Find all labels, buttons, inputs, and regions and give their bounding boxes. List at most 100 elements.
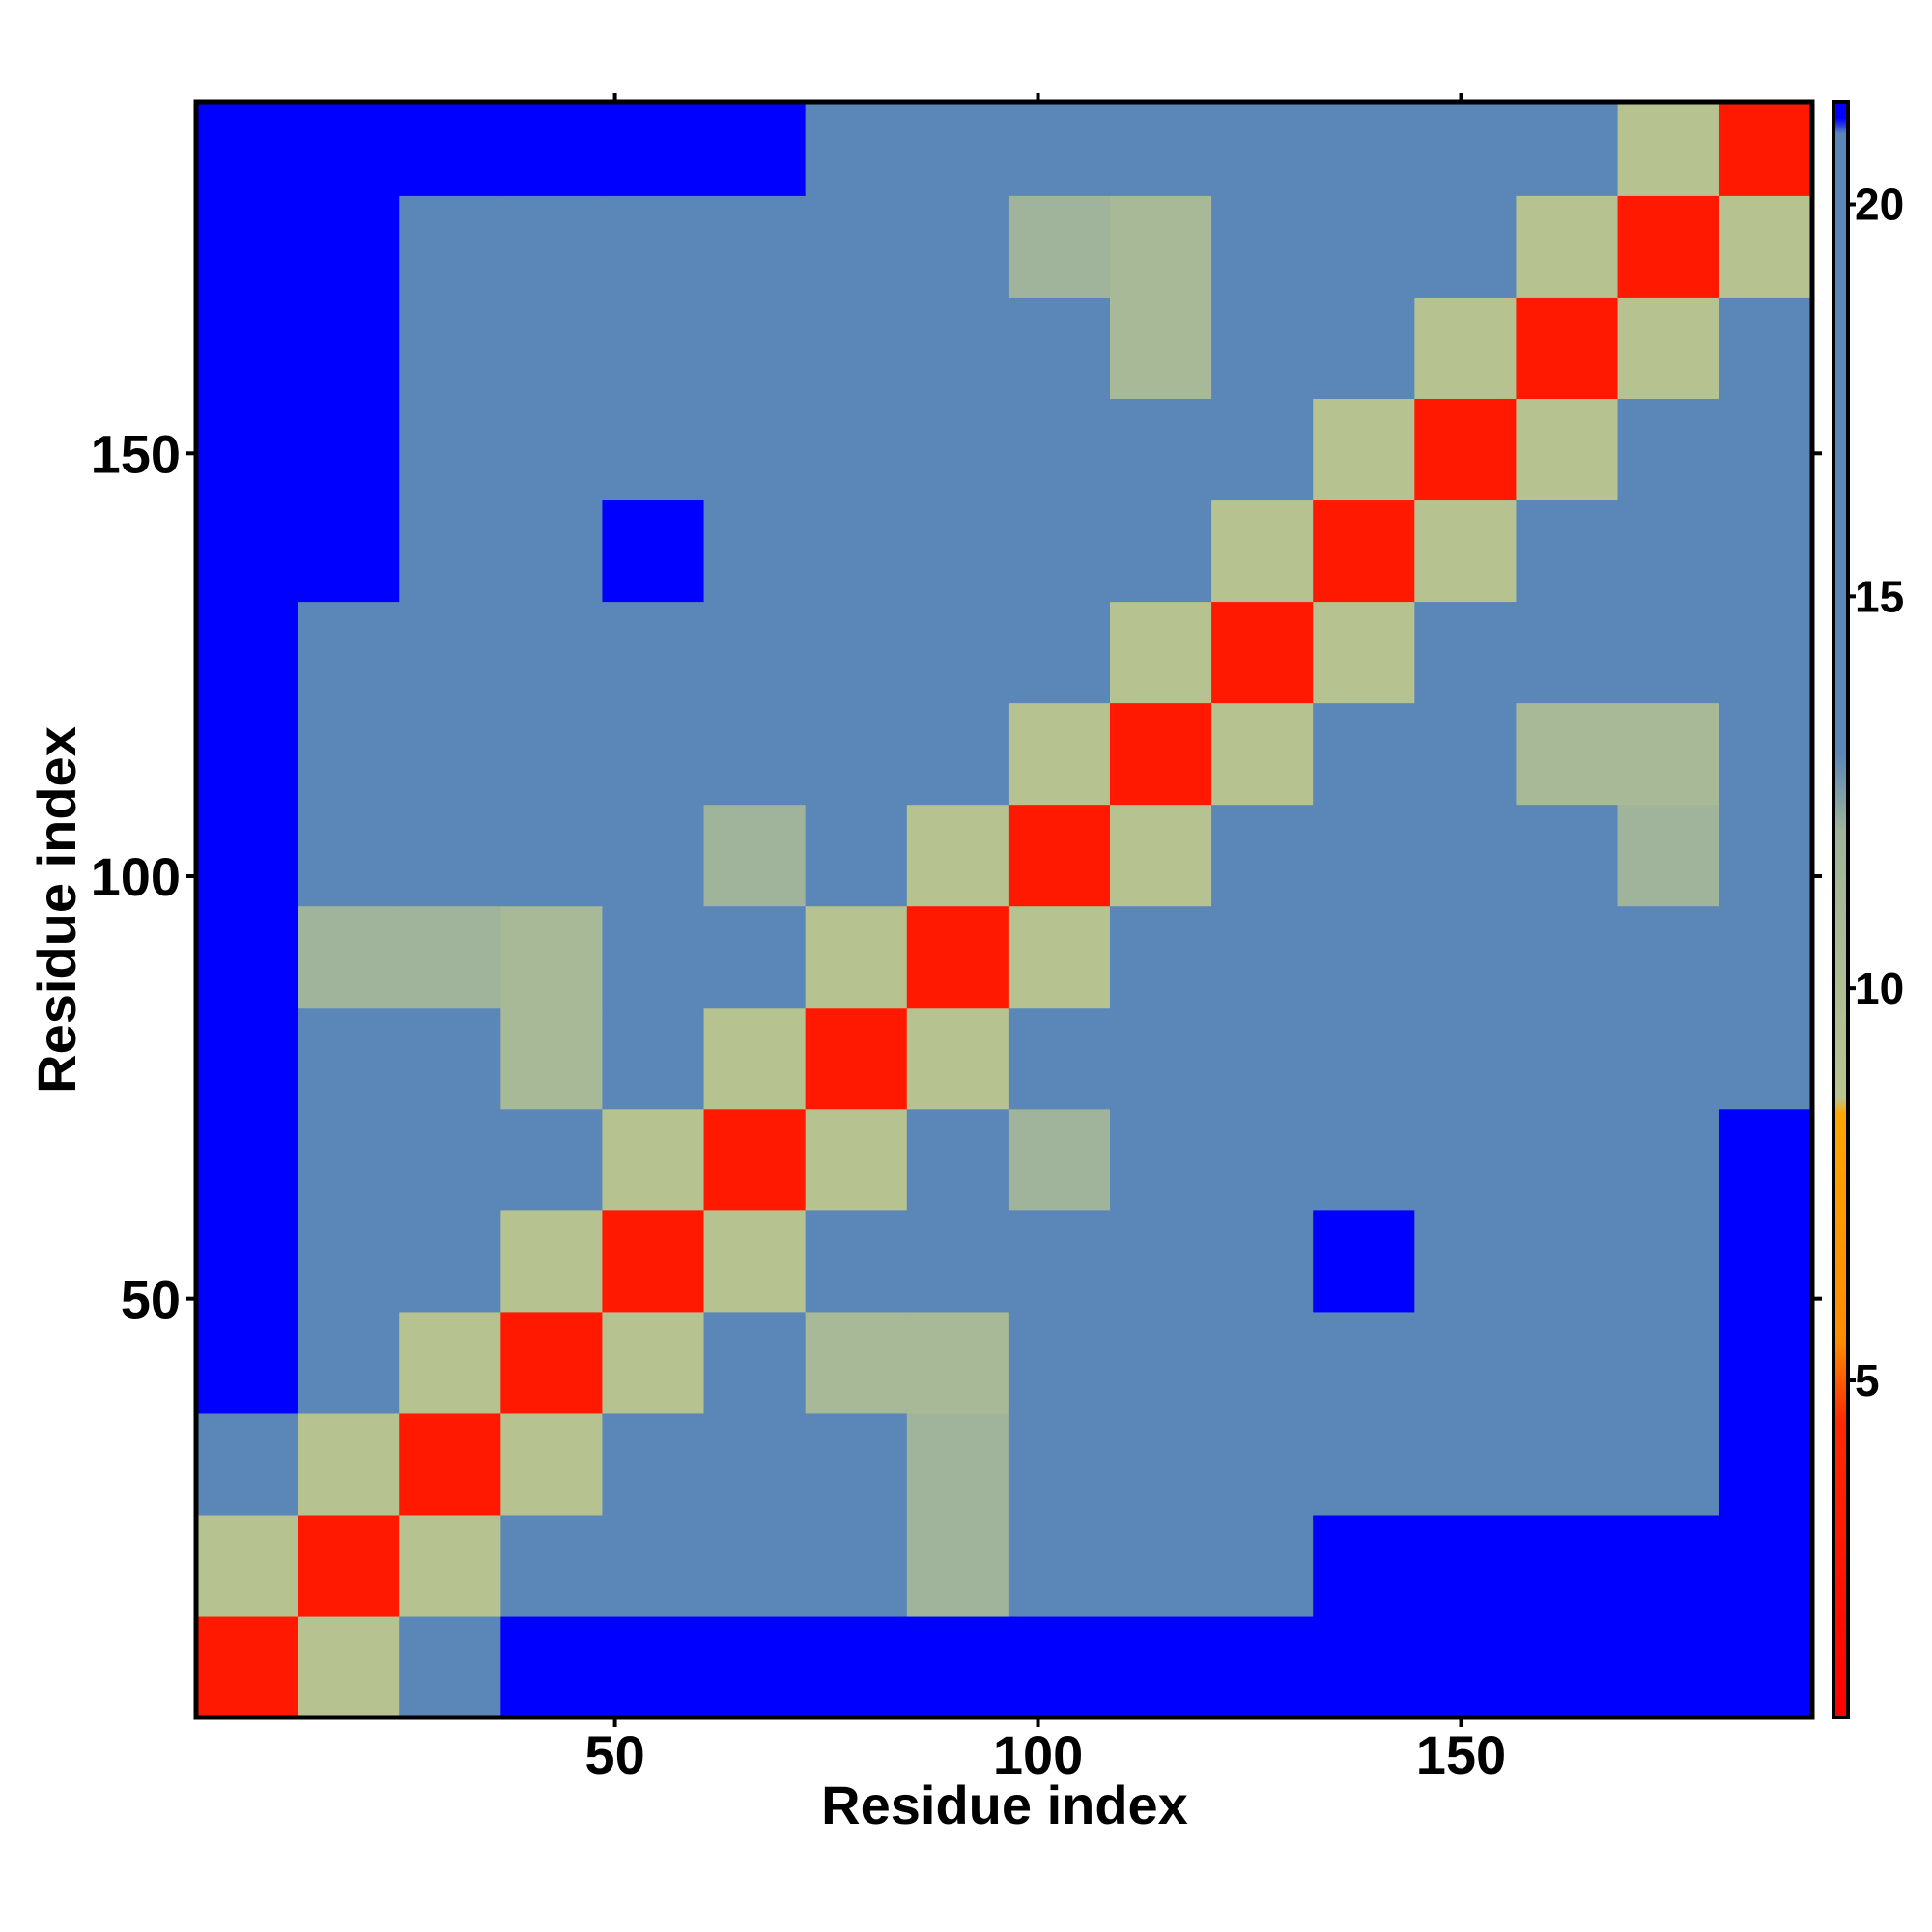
heatmap-cell [703,702,807,806]
heatmap-cell [906,1108,1009,1211]
heatmap-cell [906,702,1009,806]
heatmap-cell [1109,102,1212,196]
heatmap-cell [1719,601,1812,704]
heatmap-cell [906,297,1009,399]
heatmap-cell [805,1007,908,1110]
heatmap-cell [298,1311,400,1414]
heatmap-cell [906,102,1009,196]
heatmap-cell [602,1514,705,1617]
heatmap-cell [1414,804,1518,907]
heatmap-cell [1313,195,1415,298]
heatmap-cell [1414,499,1518,603]
heatmap-cell [399,1007,501,1110]
heatmap-cell [1211,102,1314,196]
heatmap-cell [1109,1007,1212,1110]
heatmap-cell [1008,499,1111,603]
heatmap-cell [399,102,501,196]
heatmap-cell [500,195,604,298]
y-axis-label: Residue index [26,726,87,1094]
heatmap-cell [602,1615,705,1718]
heatmap-cell [298,1615,400,1718]
heatmap-cell [1313,1007,1415,1110]
heatmap-cell [1414,1209,1518,1313]
heatmap-cell [1516,297,1619,399]
heatmap-cell [1617,1412,1720,1516]
heatmap-cell [1313,1412,1415,1516]
heatmap-cell [399,702,501,806]
heatmap-cell [298,1412,400,1516]
heatmap-cell [1109,1514,1212,1617]
heatmap-cell [1109,1209,1212,1313]
heatmap-cell [1617,1615,1720,1718]
heatmap-cell [196,1514,298,1617]
heatmap-cell [1414,1615,1518,1718]
heatmap-cell [399,1412,501,1516]
heatmap-cell [399,905,501,1009]
colorbar-tick-label: 15 [1855,571,1904,621]
heatmap-cell [1414,195,1518,298]
heatmap [196,102,1812,1718]
heatmap-cell [1516,1514,1619,1617]
heatmap-cell [1414,398,1518,501]
heatmap-cell [196,499,298,603]
heatmap-cell [1516,1007,1619,1110]
heatmap-cell [1313,1311,1415,1414]
heatmap-cell [1516,905,1619,1009]
heatmap-cell [703,804,807,907]
heatmap-cell [1719,1514,1812,1617]
heatmap-cell [1719,702,1812,806]
heatmap-cell [1008,1514,1111,1617]
heatmap-cell [196,1209,298,1313]
heatmap-cell [1109,601,1212,704]
heatmap-cell [1414,1311,1518,1414]
heatmap-cell [1211,1108,1314,1211]
heatmap-cell [805,1412,908,1516]
heatmap-cell [1516,195,1619,298]
heatmap-cell [399,1311,501,1414]
heatmap-cell [906,601,1009,704]
heatmap-cell [1109,905,1212,1009]
heatmap-cell [1313,1108,1415,1211]
heatmap-cell [906,1209,1009,1313]
heatmap-cell [500,1108,604,1211]
colorbar-tick-label: 10 [1855,963,1904,1013]
heatmap-cell [602,102,705,196]
heatmap-cell [805,398,908,501]
heatmap-cell [1211,702,1314,806]
heatmap-cell [703,1615,807,1718]
colorbar-tick-label: 5 [1855,1355,1880,1406]
heatmap-cell [703,1311,807,1414]
heatmap-cell [1719,195,1812,298]
heatmap-cell [1109,1412,1212,1516]
heatmap-cell [906,1412,1009,1516]
heatmap-cell [1516,1311,1619,1414]
heatmap-cell [602,905,705,1009]
heatmap-cell [500,499,604,603]
heatmap-cell [703,601,807,704]
heatmap-cell [602,195,705,298]
heatmap-cell [1719,1007,1812,1110]
heatmap-cell [500,1007,604,1110]
heatmap-cell [1109,499,1212,603]
heatmap-cell [1719,1615,1812,1718]
heatmap-cell [602,499,705,603]
heatmap-cell [1516,601,1619,704]
heatmap-cell [196,195,298,298]
heatmap-cell [1109,195,1212,298]
heatmap-cell [500,804,604,907]
heatmap-cell [1008,1615,1111,1718]
heatmap-cell [1211,195,1314,298]
heatmap-cell [196,702,298,806]
heatmap-cell [399,297,501,399]
heatmap-cell [1211,804,1314,907]
heatmap-cell [703,1209,807,1313]
heatmap-cell [500,1311,604,1414]
heatmap-cell [602,702,705,806]
x-tick-label: 150 [1416,1724,1506,1785]
heatmap-cell [1313,499,1415,603]
heatmap-cell [399,1615,501,1718]
heatmap-cell [1719,1412,1812,1516]
heatmap-cell [1617,1108,1720,1211]
heatmap-cell [906,804,1009,907]
